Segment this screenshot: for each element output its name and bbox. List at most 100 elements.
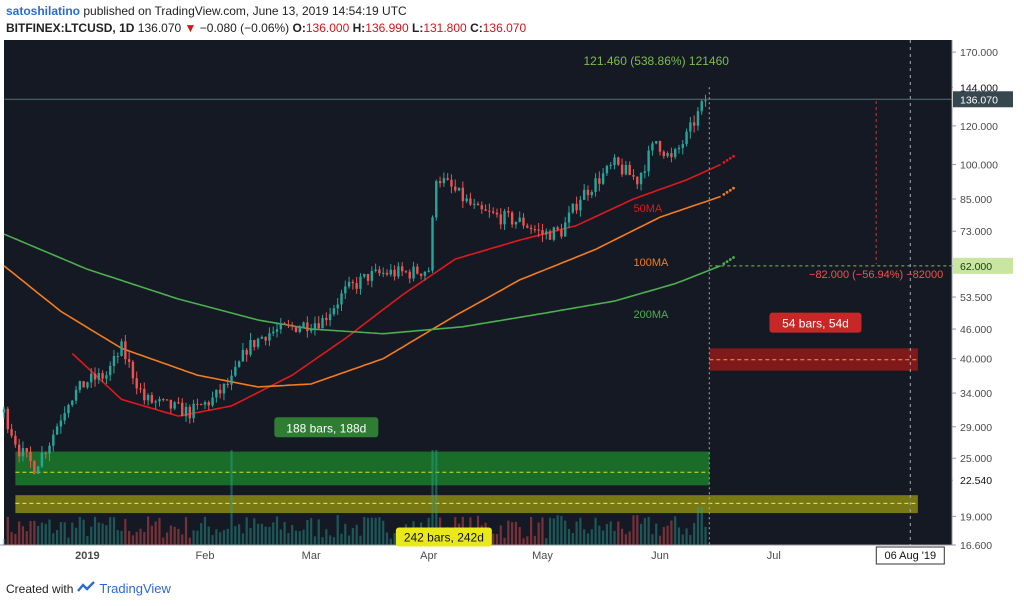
volume-bar (662, 527, 665, 545)
price-tick-label: 85.000 (960, 194, 992, 206)
volume-bar (583, 529, 586, 545)
volume-bar (173, 526, 176, 545)
price-tag-top-box (953, 79, 1013, 96)
candle (279, 323, 283, 330)
candle (647, 150, 650, 172)
candle (283, 323, 286, 325)
volume-bar (184, 517, 188, 545)
candle (363, 273, 366, 277)
candle (457, 187, 461, 191)
volume-bar (602, 530, 605, 545)
volume-bar (564, 520, 567, 545)
candle (139, 388, 142, 390)
price-tick-label: 19.000 (960, 511, 992, 523)
volume-bar (526, 536, 529, 545)
candle (245, 349, 248, 355)
volume-bar (655, 523, 658, 545)
volume-bar (620, 528, 624, 545)
candle (582, 189, 586, 200)
volume-bar (211, 535, 214, 545)
candle (571, 203, 574, 213)
volume-bar (78, 516, 81, 545)
volume-bar (674, 516, 677, 545)
candle (59, 420, 63, 427)
candle (385, 272, 389, 275)
candle (670, 153, 673, 158)
volume-bar (435, 450, 438, 545)
volume-bar (696, 507, 700, 545)
volume-bar (317, 519, 320, 545)
candle (25, 448, 28, 452)
candle (14, 435, 17, 445)
candle (552, 227, 556, 240)
candle (442, 178, 446, 184)
candle (461, 187, 465, 202)
candle (620, 164, 624, 175)
price-chart[interactable]: 121.460 (538.86%) 121460 −82.000 (−56.94%… (0, 40, 1024, 572)
symbol-label: BITFINEX:LTCUSD, 1D (6, 21, 135, 35)
candle (624, 164, 628, 175)
candle (636, 176, 639, 185)
candle (450, 179, 453, 187)
candle (264, 336, 267, 341)
candle (658, 141, 662, 152)
price-tick-label: 73.000 (960, 226, 992, 238)
candle (340, 293, 343, 305)
time-tick-label: May (532, 550, 553, 562)
candle (491, 211, 495, 213)
candle (370, 271, 374, 281)
candle (287, 324, 290, 326)
volume-bar (158, 517, 161, 545)
candle (230, 375, 233, 385)
candle (510, 212, 514, 225)
tradingview-link[interactable]: TradingView (99, 581, 171, 596)
candle (378, 269, 381, 274)
candle (181, 402, 184, 417)
volume-bar (651, 534, 654, 545)
volume-bar (700, 507, 703, 545)
candle (666, 153, 669, 157)
candle (55, 426, 59, 435)
volume-bar (40, 522, 44, 545)
candle (275, 329, 279, 332)
candle (495, 212, 499, 215)
candle (44, 452, 47, 454)
candle (290, 324, 294, 327)
ma-projection-dot (725, 260, 729, 264)
candle (416, 266, 419, 274)
down-arrow-icon: ▼ (184, 21, 197, 35)
range-green-label: 188 bars, 188d (286, 421, 366, 435)
author-link[interactable]: satoshilatino (6, 4, 81, 18)
publish-line: satoshilatino published on TradingView.c… (6, 4, 407, 18)
volume-bar (44, 523, 47, 545)
price-tag-target-box (953, 257, 1013, 274)
ma100-line (3, 195, 721, 388)
candle (234, 366, 237, 376)
volume-bar (93, 516, 97, 545)
volume-bar (378, 517, 381, 545)
symbol-line: BITFINEX:LTCUSD, 1D 136.070 ▼ −0.080 (−0… (6, 21, 526, 35)
volume-bar (332, 537, 336, 545)
candle (446, 178, 449, 180)
volume-bar (116, 530, 119, 545)
volume-bar (681, 534, 684, 545)
candle (564, 222, 567, 237)
candle (575, 203, 578, 211)
candle (692, 122, 696, 126)
volume-bar (298, 531, 301, 545)
candle (203, 402, 207, 405)
candle (541, 230, 544, 235)
volume-bar (495, 533, 499, 545)
volume-bar (329, 535, 332, 545)
candle (696, 111, 700, 126)
volume-bar (385, 532, 389, 545)
candle (268, 333, 271, 341)
range-box-yellow (15, 495, 918, 514)
candle (700, 101, 703, 112)
ma-projection-dot (728, 258, 732, 261)
candle (33, 461, 36, 474)
price-tag-target: 62.000 (960, 261, 992, 273)
volume-bar (245, 517, 248, 545)
candle (408, 271, 411, 279)
volume-bar (636, 515, 639, 545)
